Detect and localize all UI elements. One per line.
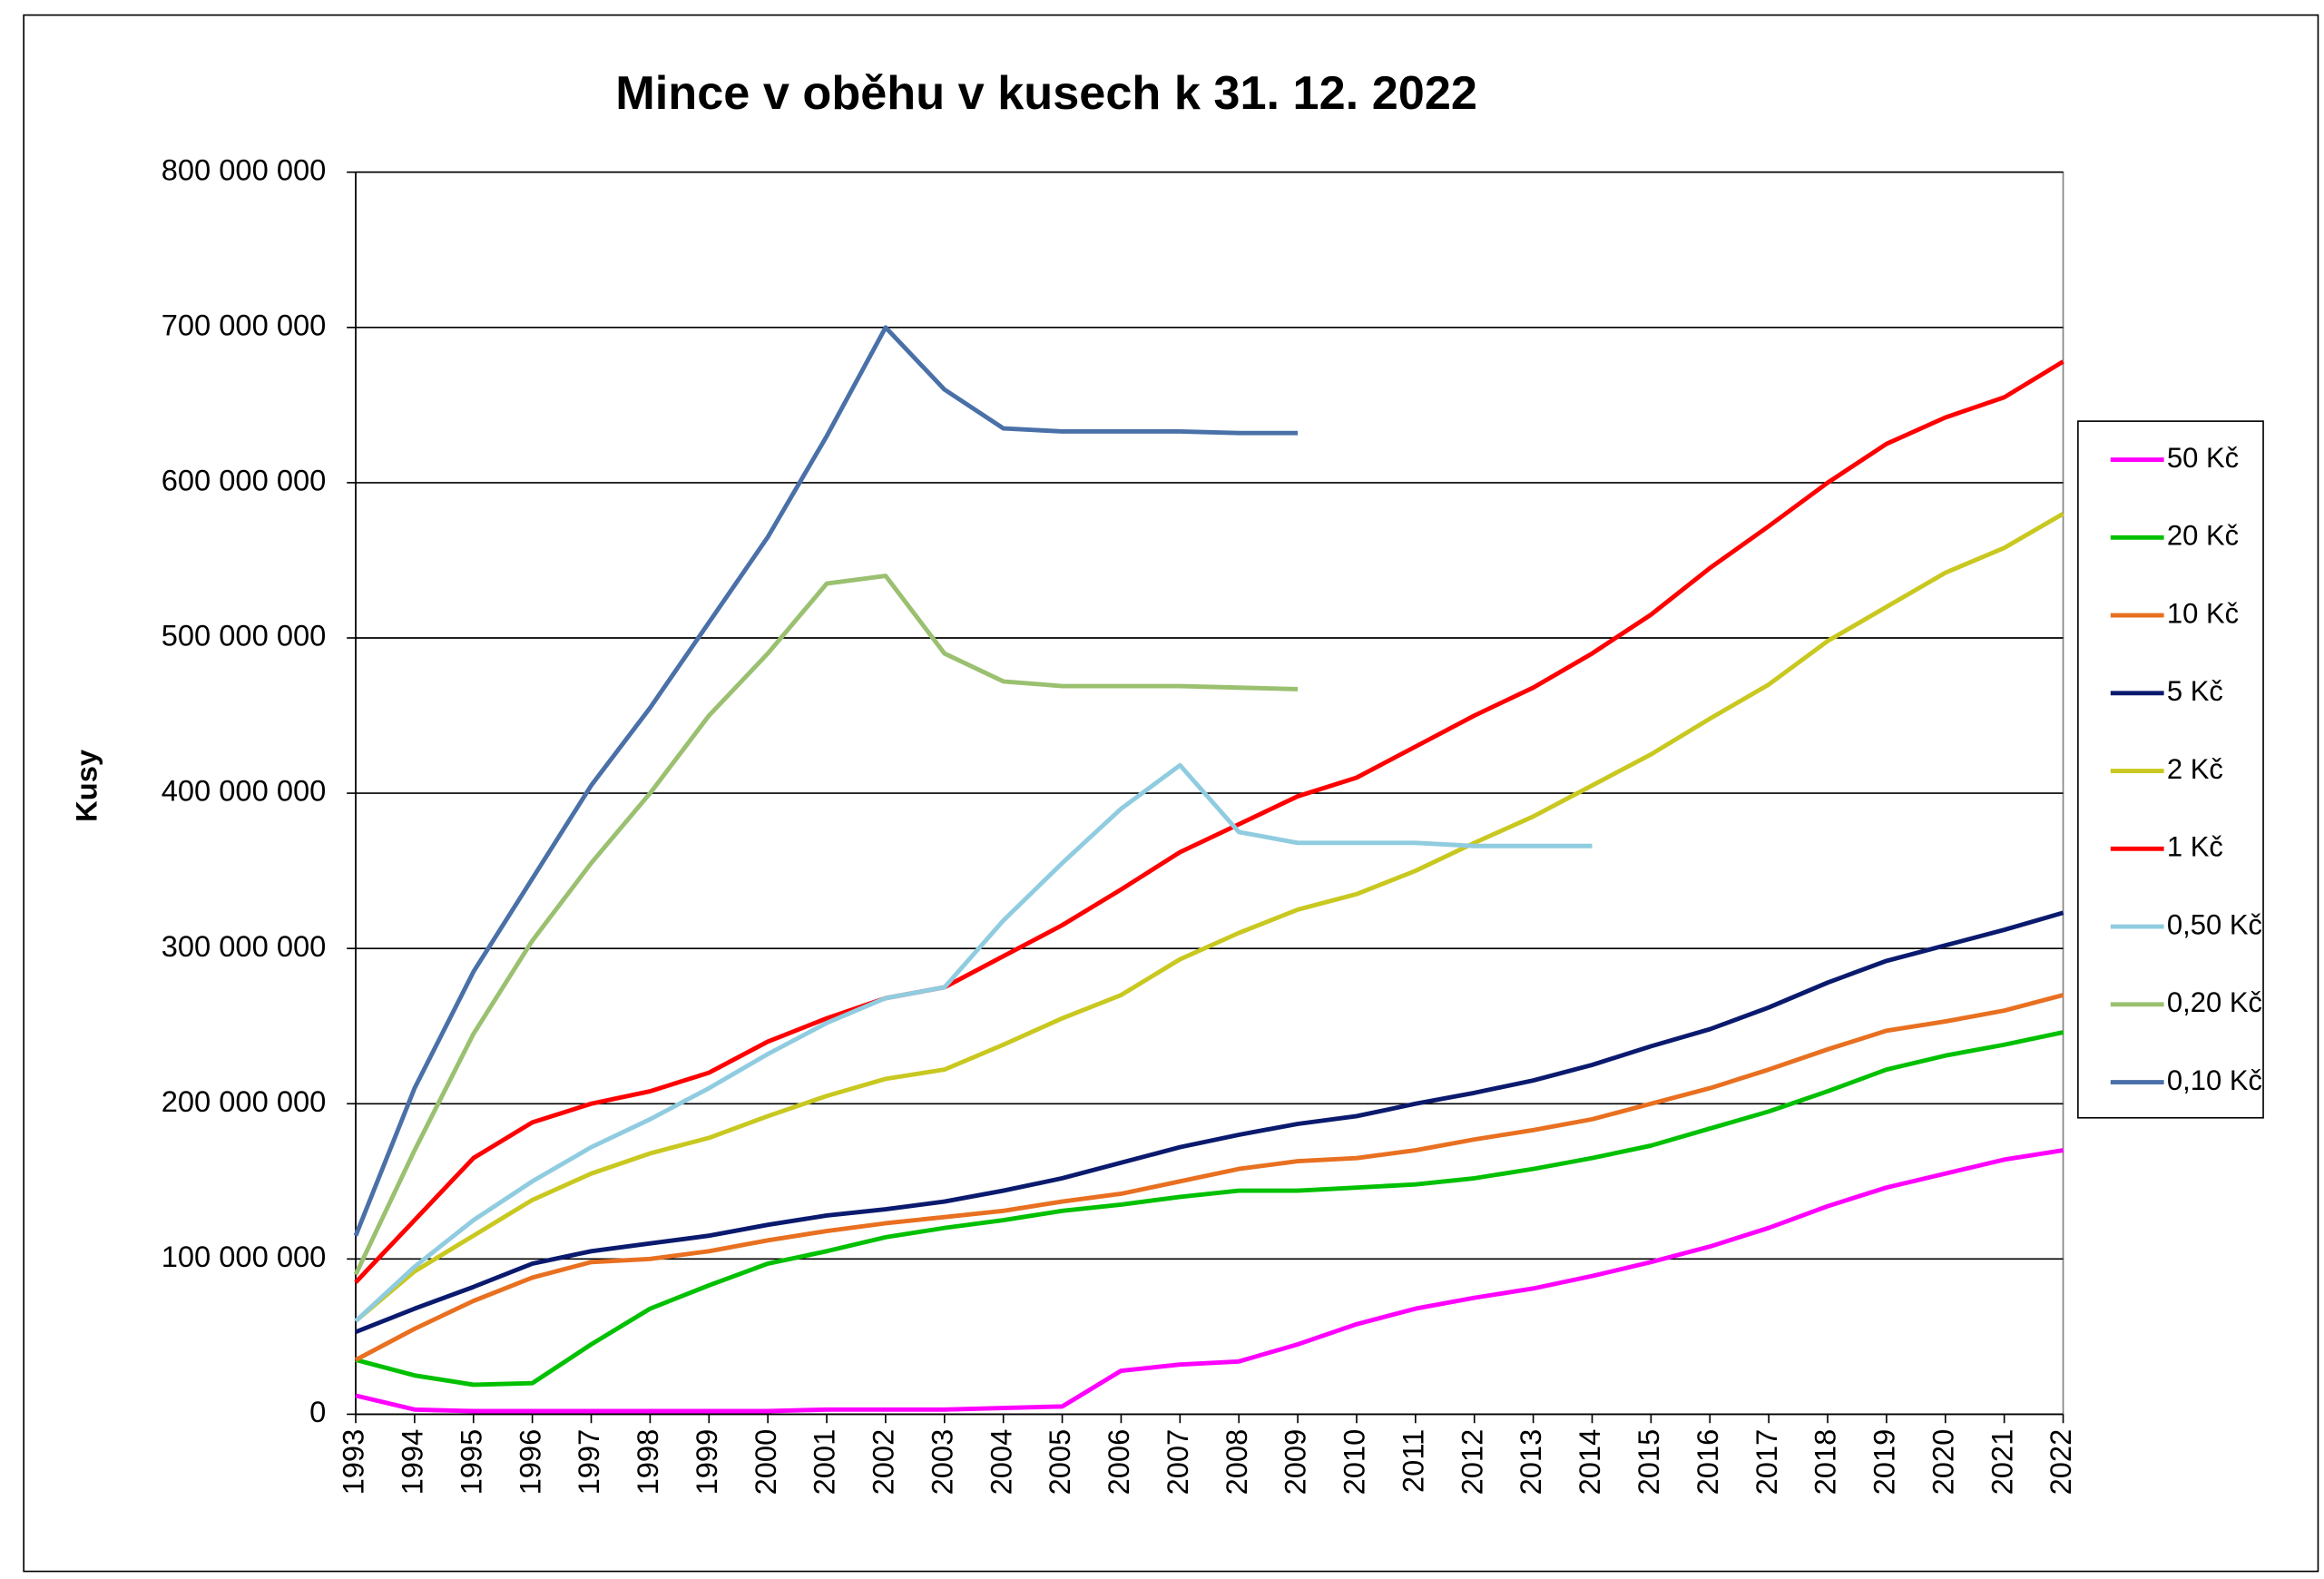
series-line (354, 993, 2064, 1362)
x-tick-label: 1994 (395, 1429, 428, 1496)
series-line (355, 910, 2064, 1335)
x-tick-label: 2008 (1220, 1429, 1253, 1496)
legend-box (2077, 420, 2264, 1119)
x-tick-label: 2002 (867, 1429, 900, 1496)
y-tick-label: 700 000 000 (162, 308, 327, 341)
y-tick-label: 500 000 000 (162, 619, 327, 652)
y-tick-label: 200 000 000 (162, 1084, 327, 1118)
legend-label: 0,50 Kč (2167, 908, 2262, 940)
y-tick-label: 0 (309, 1395, 326, 1428)
x-tick-label: 2010 (1338, 1429, 1371, 1496)
legend-label: 2 Kč (2167, 753, 2223, 785)
x-tick-label: 2022 (2044, 1429, 2077, 1496)
series-line (354, 512, 2064, 1323)
y-axis-label: Kusy (70, 750, 103, 822)
x-tick-label: 2016 (1691, 1429, 1724, 1496)
x-tick-label: 2014 (1573, 1429, 1606, 1496)
x-tick-label: 1998 (631, 1429, 664, 1496)
series-line (353, 574, 1299, 1276)
y-tick-label: 600 000 000 (162, 464, 327, 497)
x-tick-label: 1999 (690, 1429, 723, 1496)
legend-label: 0,20 Kč (2167, 986, 2262, 1018)
legend-label: 50 Kč (2167, 442, 2239, 474)
y-tick-label: 100 000 000 (162, 1240, 327, 1273)
series-line (355, 1030, 2064, 1388)
legend-label: 0,10 Kč (2167, 1064, 2262, 1096)
x-tick-label: 2009 (1279, 1429, 1312, 1496)
chart-title: Mince v oběhu v kusech k 31. 12. 2022 (615, 67, 1477, 120)
x-tick-label: 2003 (925, 1429, 958, 1496)
x-tick-label: 2000 (749, 1429, 782, 1496)
series-line (354, 762, 1593, 1323)
x-tick-label: 2018 (1809, 1429, 1842, 1496)
legend-label: 20 Kč (2167, 520, 2239, 552)
x-tick-label: 1997 (572, 1429, 605, 1496)
x-tick-label: 2007 (1161, 1429, 1194, 1496)
x-tick-label: 1995 (454, 1429, 487, 1496)
legend-label: 1 Kč (2167, 831, 2223, 863)
series-line (353, 325, 1299, 1237)
x-tick-label: 2004 (984, 1429, 1017, 1496)
x-tick-label: 2017 (1750, 1429, 1783, 1496)
y-tick-label: 800 000 000 (162, 152, 327, 186)
y-tick-label: 300 000 000 (162, 929, 327, 963)
series-line (355, 1148, 2064, 1414)
series-line (354, 359, 2064, 1284)
legend-label: 5 Kč (2167, 675, 2223, 707)
legend-label: 10 Kč (2167, 597, 2239, 629)
x-tick-label: 2001 (808, 1429, 841, 1496)
x-tick-label: 2015 (1632, 1429, 1665, 1496)
x-tick-label: 2005 (1043, 1429, 1076, 1496)
y-tick-label: 400 000 000 (162, 774, 327, 808)
x-tick-label: 2006 (1102, 1429, 1135, 1496)
x-tick-label: 2011 (1396, 1429, 1429, 1493)
x-tick-label: 2020 (1926, 1429, 1959, 1496)
x-tick-label: 2021 (1985, 1429, 2018, 1496)
x-tick-label: 2013 (1514, 1429, 1547, 1496)
x-tick-label: 2019 (1868, 1429, 1901, 1496)
x-tick-label: 1993 (337, 1429, 370, 1496)
x-tick-label: 2012 (1455, 1429, 1488, 1496)
x-tick-label: 1996 (513, 1429, 546, 1496)
